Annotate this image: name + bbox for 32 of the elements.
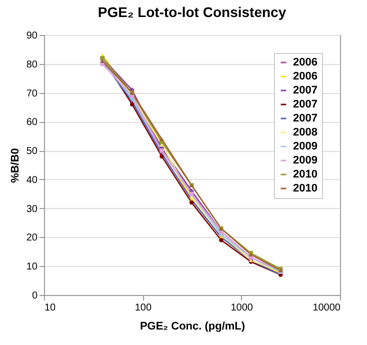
y-tick-label: 90 [26, 30, 38, 42]
legend-label: 2009 [293, 140, 318, 152]
y-tick-label: 30 [26, 204, 38, 215]
x-tick-label: 10 [44, 302, 56, 314]
point [219, 238, 224, 242]
legend-label: 2006 [293, 56, 318, 68]
x-tick-label: 10000 [312, 302, 341, 314]
point [160, 154, 164, 158]
legend-label: 2007 [293, 84, 318, 96]
legend-label: 2008 [293, 126, 318, 138]
legend-label: 2007 [293, 98, 318, 110]
x-tick-label: 100 [134, 302, 152, 314]
x-tick-label: 1000 [230, 302, 254, 314]
y-tick-label: 80 [26, 59, 38, 70]
legend-label: 2010 [293, 168, 318, 180]
legend-label: 2006 [293, 70, 318, 82]
y-tick-label: 20 [26, 232, 38, 244]
point [189, 200, 194, 205]
chart-title: PGE₂ Lot-to-lot Consistency [98, 4, 286, 20]
x-axis-title: PGE₂ Conc. (pg/mL) [140, 320, 246, 332]
point [130, 102, 134, 106]
y-tick-label: 40 [26, 174, 38, 186]
legend-label: 2007 [293, 112, 318, 124]
point [160, 137, 164, 141]
y-axis-title: %B/B0 [9, 148, 22, 183]
y-tick-label: 60 [26, 117, 38, 128]
y-tick-label: 10 [26, 262, 38, 273]
y-tick-label: 70 [26, 88, 38, 100]
legend-label: 2010 [293, 182, 318, 194]
y-tick-label: 50 [26, 146, 38, 158]
y-tick-label: 0 [32, 290, 38, 302]
legend-label: 2009 [293, 154, 318, 166]
